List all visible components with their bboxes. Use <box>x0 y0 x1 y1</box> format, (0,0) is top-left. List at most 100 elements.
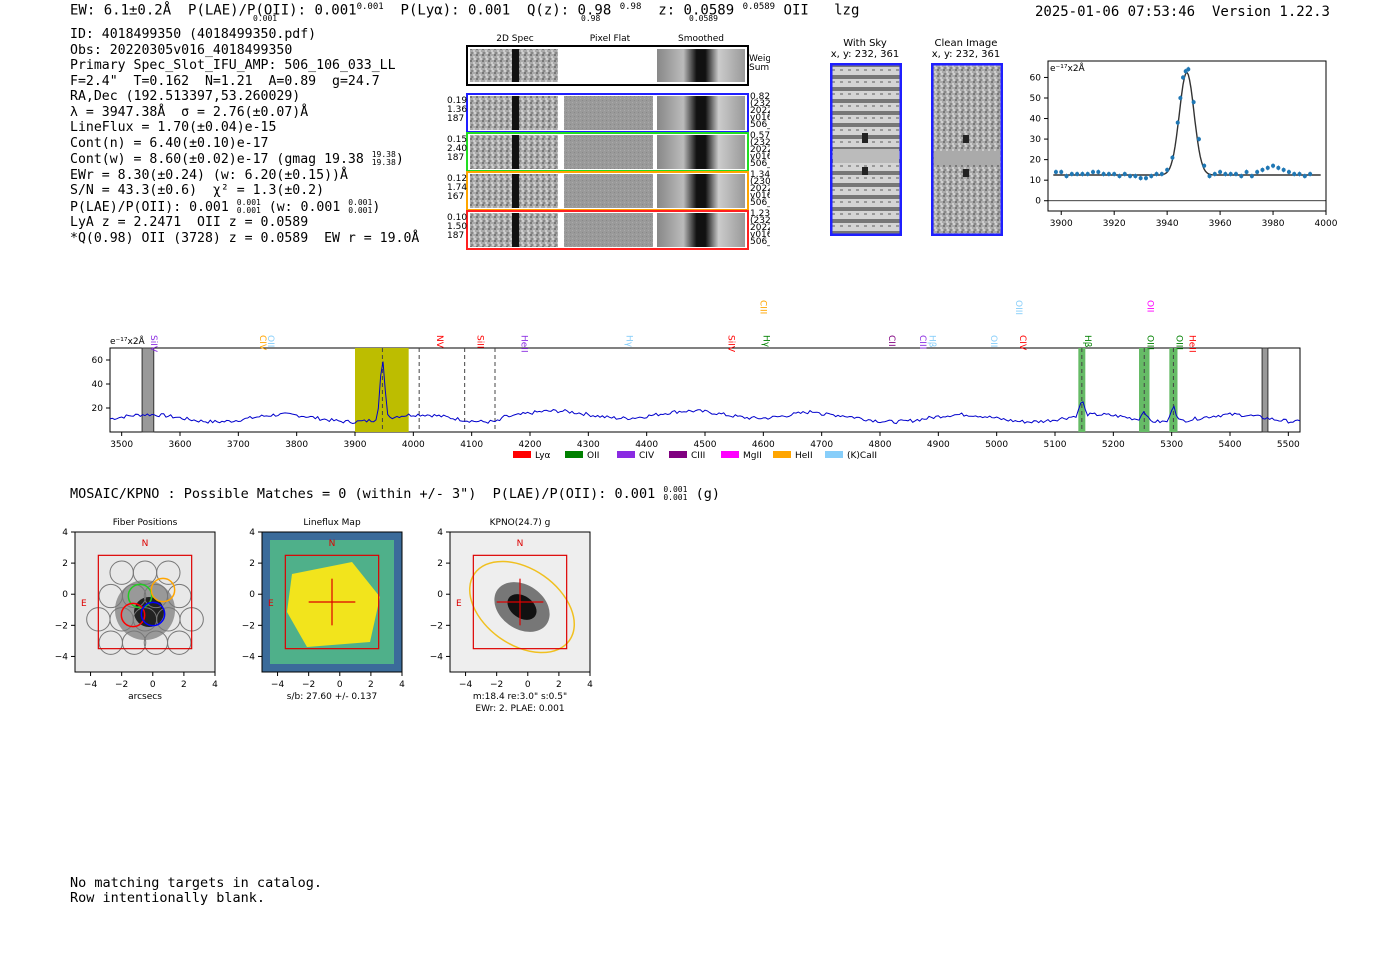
spec-line-label: CIII <box>917 335 927 349</box>
zoom-data-point <box>1308 172 1313 177</box>
spec-xtick-label: 3600 <box>169 440 192 450</box>
mosaic-ytick-label: 4 <box>437 528 443 538</box>
spec-line-label: NV <box>434 335 444 349</box>
spec-axes-frame <box>109 347 1301 433</box>
spec-xtick-label: 4400 <box>635 440 658 450</box>
cutout-left-label: 0.19 <box>447 96 467 106</box>
spec-xtick-label: 5400 <box>1219 440 1242 450</box>
spec-yellow-band <box>355 348 409 432</box>
spec-xtick-label: 3700 <box>227 440 250 450</box>
kpno-aperture <box>468 560 576 654</box>
zoom-xtick-label: 4000 <box>1315 219 1338 229</box>
east-label: E <box>268 599 274 609</box>
cutout-right-label: v016_03 <box>750 191 770 201</box>
clean-image <box>931 63 1003 236</box>
cutout-left-label: 187 <box>447 153 464 163</box>
zoom-xtick-label: 3960 <box>1209 219 1232 229</box>
zoom-data-point <box>1064 174 1069 179</box>
cutout-emission <box>512 174 519 208</box>
spec-line-label-text: SiIV <box>725 335 735 353</box>
spec-xtick-label: 4200 <box>519 440 542 450</box>
fiber-circle <box>121 583 147 609</box>
fiber-circle <box>121 630 147 655</box>
fiber-orange <box>150 577 176 603</box>
spec-line <box>109 361 1301 425</box>
legend-swatch <box>721 451 739 458</box>
spec-line-label-text: CIV <box>1017 335 1027 351</box>
mosaic-ytick-label: 2 <box>437 559 443 569</box>
cutout-right-label: 20220305 <box>750 184 770 194</box>
zoom-data-point <box>1165 167 1170 172</box>
weighted-smoothed <box>657 49 745 82</box>
cutout-right-label: 20220305 <box>750 145 770 155</box>
cutout-right-label: 20220305 <box>750 223 770 233</box>
spec-line-label-text: SiII <box>475 335 485 349</box>
zoom-xtick-label: 3900 <box>1050 219 1073 229</box>
spec-line-label-text: OIII <box>1173 335 1183 350</box>
spec-line-label: Hγ <box>760 335 770 348</box>
mosaic-title: MOSAIC/KPNO : Possible Matches = 0 (with… <box>70 485 720 503</box>
spec-line-label-text: Hβ <box>1082 335 1092 348</box>
mosaic-panel-title: Fiber Positions <box>113 518 178 528</box>
fiber-green <box>127 583 153 609</box>
mosaic-red-box <box>97 554 193 650</box>
info-lya: LyA z = 2.2471 OII z = 0.0589 <box>70 215 309 230</box>
zoom-data-point <box>1175 120 1180 125</box>
spec-line-label: SiIV <box>148 335 158 353</box>
spec-xtick-label: 4300 <box>577 440 600 450</box>
legend-swatch <box>773 451 791 458</box>
lineflux-hot <box>287 562 380 647</box>
zoom-data-point <box>1223 172 1228 177</box>
timestamp: 2025-01-06 07:53:46 Version 1.22.3 <box>1034 4 1330 20</box>
with-sky-image <box>830 63 902 236</box>
info-ewr: EWr = 8.30(±0.24) (w: 6.20(±0.15))Å <box>70 167 348 183</box>
mosaic-xtick-label: 4 <box>587 680 593 690</box>
zoom-data-point <box>1286 169 1291 174</box>
spec-line-label-text: CIII <box>758 300 768 314</box>
mosaic-red-box <box>472 554 568 650</box>
legend-swatch <box>825 451 843 458</box>
footer: No matching targets in catalog. Row inten… <box>70 876 322 906</box>
cutout-flat <box>564 96 653 130</box>
mosaic-panel: KPNO(24.7) g N E −4 −4 −2 −2 0 0 2 2 4 4 m:18.4 re:3.… <box>430 518 593 714</box>
spec-xtick-label: 5200 <box>1102 440 1125 450</box>
info-contn: Cont(n) = 6.40(±0.10)e-17 <box>70 135 269 151</box>
spec-line-label-text: HeII <box>518 335 528 353</box>
zoom-xtick-label: 3980 <box>1262 219 1285 229</box>
north-label: N <box>329 539 336 549</box>
zoom-data-point <box>1255 169 1260 174</box>
spec-line-label-text: OII <box>1144 300 1154 312</box>
legend-label: HeII <box>795 451 813 461</box>
cutout-left-label: 1.36 <box>447 105 467 115</box>
mosaic-ytick-label: −4 <box>242 652 256 662</box>
spec-xtick-label: 4900 <box>927 440 950 450</box>
zoom-data-point <box>1080 172 1085 177</box>
mosaic-xtick-label: 2 <box>368 680 374 690</box>
kpno-core <box>507 594 537 620</box>
spec-line-label: OIII <box>1144 335 1154 350</box>
zoom-ytick-label: 30 <box>1030 135 1042 145</box>
col-header-smoothed: Smoothed <box>678 34 724 44</box>
zoom-data-point <box>1281 167 1286 172</box>
spec-xtick-label: 4100 <box>460 440 483 450</box>
header-plae-sub: 0.001 <box>253 14 278 23</box>
weighted-label-2: Sum <box>749 63 769 73</box>
spec-xtick-label: 4000 <box>402 440 425 450</box>
mosaic-ytick-label: −4 <box>430 652 444 662</box>
cutout-left-label: 1.74 <box>447 183 467 193</box>
spec-line-label: OIII <box>1173 335 1183 350</box>
info-lineflux: LineFlux = 1.70(±0.04)e-15 <box>70 120 277 135</box>
zoom-data-point <box>1075 172 1080 177</box>
clean-title: Clean Image x, y: 232, 361 <box>931 38 1001 60</box>
spec-line-label: HeII <box>1186 335 1196 353</box>
zoom-data-point <box>1181 75 1186 80</box>
zoom-data-point <box>1302 174 1307 179</box>
info-primary: Primary Spec_Slot_IFU_AMP: 506_106_033_L… <box>70 58 396 73</box>
zoom-data-point <box>1196 137 1201 142</box>
zoom-data-point <box>1085 172 1090 177</box>
zoom-data-point <box>1228 172 1233 177</box>
cutout-right-label: 506_LL_058 <box>750 198 770 208</box>
info-lambda: λ = 3947.38Å σ = 2.76(±0.07)Å <box>70 104 309 120</box>
spec-xtick-label: 4500 <box>694 440 717 450</box>
cutout-right-label: v016_01 <box>750 113 770 123</box>
